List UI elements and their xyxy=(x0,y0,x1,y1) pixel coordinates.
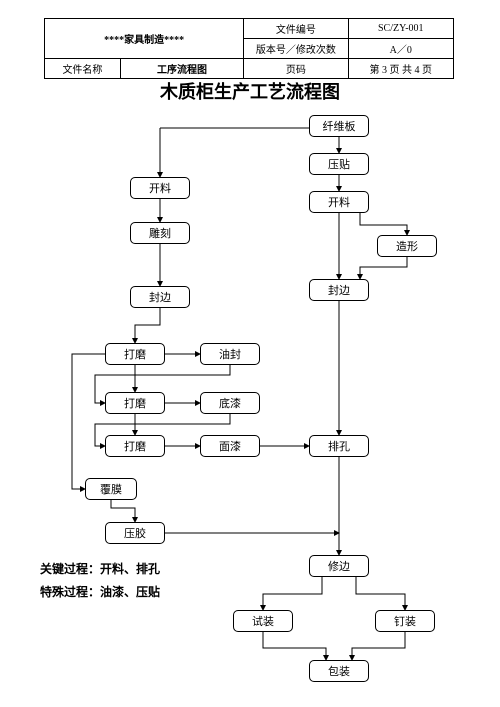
key-process-label: 关键过程： xyxy=(40,562,100,576)
flow-node-dm1: 打磨 xyxy=(105,343,165,365)
flow-node-xwb: 纤维板 xyxy=(309,115,369,137)
version-label: 版本号／修改次数 xyxy=(244,39,348,59)
flow-node-zaox: 造形 xyxy=(377,235,437,257)
doc-code: SC/ZY-001 xyxy=(348,19,453,39)
page-title: 木质柜生产工艺流程图 xyxy=(0,78,500,104)
flow-node-mianqi: 面漆 xyxy=(200,435,260,457)
special-process-label: 特殊过程： xyxy=(40,585,100,599)
process-notes: 关键过程：开料、排孔 特殊过程：油漆、压贴 xyxy=(40,558,160,604)
flow-node-fb_l: 封边 xyxy=(130,286,190,308)
flow-node-fb_r: 封边 xyxy=(309,279,369,301)
flow-node-kl_l: 开料 xyxy=(130,177,190,199)
flow-node-diaok: 雕刻 xyxy=(130,222,190,244)
flow-node-diqi: 底漆 xyxy=(200,392,260,414)
flow-node-bz: 包装 xyxy=(309,660,369,682)
flow-node-fumo: 覆膜 xyxy=(85,478,137,500)
doc-code-label: 文件编号 xyxy=(244,19,348,39)
doc-name: 工序流程图 xyxy=(120,59,243,79)
flow-node-yajiao: 压胶 xyxy=(105,522,165,544)
company-cell: ****家具制造**** xyxy=(45,19,244,59)
page-number: 第 3 页 共 4 页 xyxy=(348,59,453,79)
flow-node-dm2: 打磨 xyxy=(105,392,165,414)
special-process: 油漆、压贴 xyxy=(100,585,160,599)
doc-name-label: 文件名称 xyxy=(45,59,121,79)
flow-node-sz: 试装 xyxy=(233,610,293,632)
page-label: 页码 xyxy=(244,59,348,79)
doc-header-table: ****家具制造**** 文件编号 SC/ZY-001 版本号／修改次数 A／0… xyxy=(44,18,454,79)
flow-node-yatie: 压贴 xyxy=(309,153,369,175)
flow-node-youf: 油封 xyxy=(200,343,260,365)
key-process: 开料、排孔 xyxy=(100,562,160,576)
flow-node-kl_r: 开料 xyxy=(309,191,369,213)
version: A／0 xyxy=(348,39,453,59)
flow-node-dm3: 打磨 xyxy=(105,435,165,457)
flow-node-xiub: 修边 xyxy=(309,555,369,577)
flow-node-dz: 钉装 xyxy=(375,610,435,632)
flow-node-paik: 排孔 xyxy=(309,435,369,457)
